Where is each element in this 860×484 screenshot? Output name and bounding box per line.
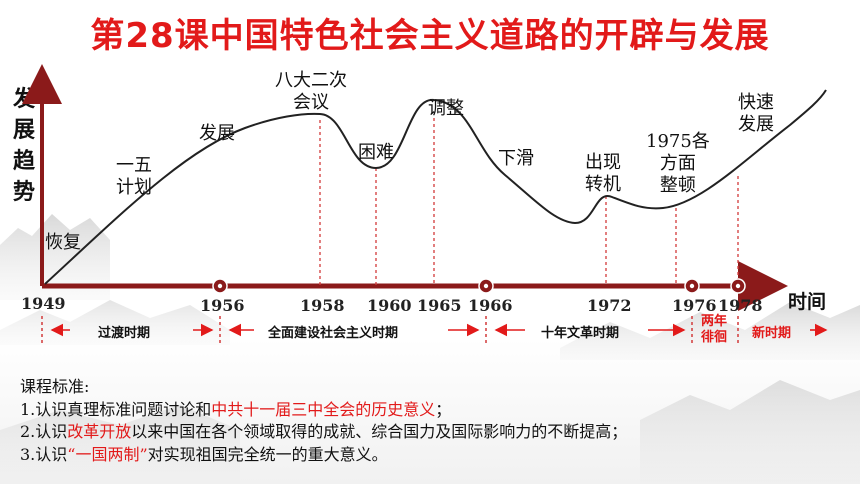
label-chuxian: 出现 转机: [585, 152, 621, 195]
label-kunnan: 困难: [358, 142, 394, 163]
label-tiaozheng: 调整: [428, 98, 464, 119]
year-1956: 1956: [200, 296, 245, 315]
period-xinshiqi: 新时期: [752, 326, 792, 341]
axis-nodes: [212, 278, 746, 294]
x-axis-label: 时间: [788, 291, 827, 313]
label-xiahua: 下滑: [498, 148, 534, 169]
label-gefangmian: 1975各 方面 整顿: [646, 131, 710, 196]
period-dividers: [41, 316, 739, 344]
period-wenge: 十年文革时期: [541, 326, 620, 341]
mountain-decoration: [0, 214, 860, 484]
year-1960: 1960: [367, 296, 412, 315]
label-kuaisu: 快速 发展: [738, 92, 774, 135]
year-guides: [319, 118, 739, 285]
page-title: 第28课中国特色社会主义道路的开辟与发展: [90, 16, 770, 56]
standard-1: 1.认识真理标准问题讨论和中共十一届三中全会的历史意义；: [20, 399, 452, 419]
year-1978: 1978: [718, 296, 763, 315]
year-1966: 1966: [468, 296, 513, 315]
label-fazhan: 发展: [199, 123, 235, 144]
year-1976: 1976: [672, 296, 717, 315]
label-huifu: 恢复: [45, 232, 81, 253]
label-bada: 八大二次 会议: [275, 70, 347, 113]
year-1949: 1949: [21, 294, 66, 313]
standard-3: 3.认识“一国两制”对实现祖国完全统一的重大意义。: [20, 444, 388, 464]
year-1972: 1972: [587, 296, 632, 315]
standards-heading: 课程标准:: [20, 377, 90, 396]
year-1965: 1965: [417, 296, 462, 315]
period-liangnian: 两年 徘徊: [701, 314, 728, 345]
trend-curve: [44, 89, 827, 285]
period-quanmian: 全面建设社会主义时期: [268, 326, 399, 341]
curriculum-standards: 课程标准: 1.认识真理标准问题讨论和中共十一届三中全会的历史意义； 2.认识改…: [20, 376, 860, 466]
year-1958: 1958: [300, 296, 345, 315]
label-yiwu: 一五 计划: [116, 155, 152, 198]
standard-2: 2.认识改革开放以来中国在各个领域取得的成就、综合国力及国际影响力的不断提高；: [20, 422, 628, 441]
period-guodu: 过渡时期: [98, 326, 151, 341]
